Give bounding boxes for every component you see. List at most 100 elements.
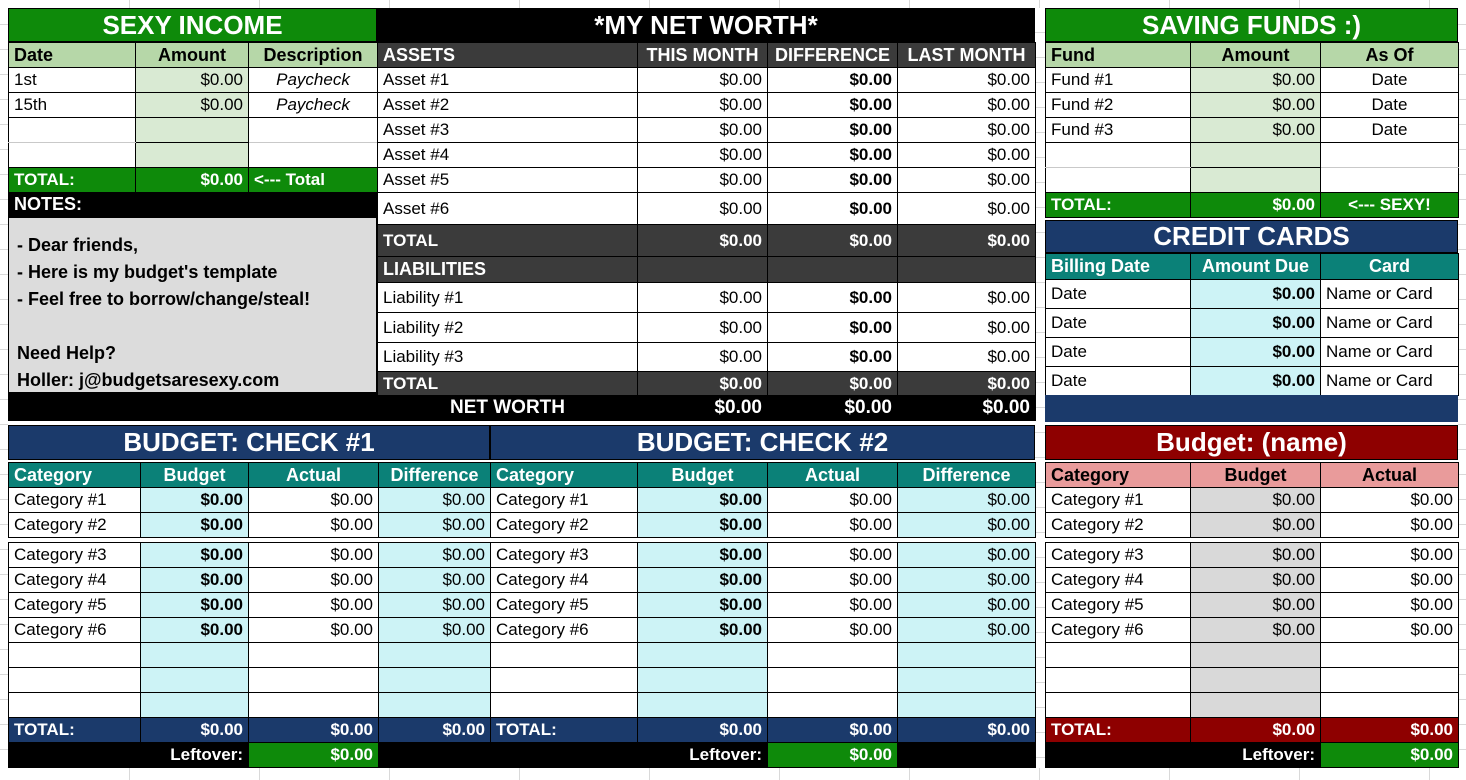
total-this-month[interactable]: $0.00 [637, 371, 768, 396]
cell-last-month[interactable]: $0.00 [897, 67, 1036, 93]
cell-fund[interactable] [1045, 167, 1191, 193]
cell-as-of[interactable]: Date [1320, 117, 1459, 143]
cell-difference[interactable]: $0.00 [767, 312, 898, 343]
cell-actual[interactable]: $0.00 [248, 617, 379, 643]
cell-this-month[interactable]: $0.00 [637, 282, 768, 313]
cell-difference[interactable]: $0.00 [897, 592, 1036, 618]
cell-this-month[interactable]: $0.00 [637, 117, 768, 143]
cell-card[interactable]: Name or Card [1320, 279, 1459, 309]
networth-difference[interactable]: $0.00 [767, 395, 898, 421]
cell-difference[interactable]: $0.00 [378, 592, 491, 618]
cell-amount[interactable] [1190, 142, 1321, 168]
total-amount[interactable]: $0.00 [1190, 192, 1321, 218]
cell-actual[interactable]: $0.00 [767, 512, 898, 538]
cell-difference[interactable]: $0.00 [767, 282, 898, 313]
cell-billing-date[interactable]: Date [1045, 337, 1191, 367]
total-difference[interactable]: $0.00 [897, 717, 1036, 743]
cell-as-of[interactable]: Date [1320, 67, 1459, 93]
cell-difference[interactable] [897, 692, 1036, 718]
cell-category[interactable] [490, 692, 638, 718]
cell-difference[interactable] [378, 692, 491, 718]
cell-budget[interactable] [140, 642, 249, 668]
cell-this-month[interactable]: $0.00 [637, 312, 768, 343]
cell-budget[interactable]: $0.00 [637, 617, 768, 643]
cell-date[interactable] [8, 142, 136, 168]
total-last-month[interactable]: $0.00 [897, 371, 1036, 396]
cell-this-month[interactable]: $0.00 [637, 342, 768, 372]
cell-asset-label[interactable]: Asset #3 [377, 117, 638, 143]
cell-actual[interactable]: $0.00 [767, 542, 898, 568]
cell-asset-label[interactable]: Asset #5 [377, 167, 638, 193]
cell-as-of[interactable] [1320, 167, 1459, 193]
cell-description[interactable] [248, 117, 378, 143]
cell-difference[interactable]: $0.00 [897, 542, 1036, 568]
cell-budget[interactable] [140, 667, 249, 693]
total-difference[interactable]: $0.00 [378, 717, 491, 743]
cell-category[interactable] [8, 692, 141, 718]
cell-last-month[interactable]: $0.00 [897, 92, 1036, 118]
cell-amount[interactable]: $0.00 [135, 92, 249, 118]
cell-actual[interactable] [248, 692, 379, 718]
cell-difference[interactable]: $0.00 [767, 117, 898, 143]
cell-actual[interactable]: $0.00 [1320, 592, 1459, 618]
cell-actual[interactable]: $0.00 [767, 487, 898, 513]
cell-category[interactable] [1045, 642, 1191, 668]
cell-this-month[interactable]: $0.00 [637, 167, 768, 193]
cell-amount-due[interactable]: $0.00 [1190, 366, 1321, 396]
cell-difference[interactable]: $0.00 [897, 487, 1036, 513]
total-amount[interactable]: $0.00 [135, 167, 249, 193]
cell-category[interactable]: Category #1 [490, 487, 638, 513]
cell-this-month[interactable]: $0.00 [637, 92, 768, 118]
total-actual[interactable]: $0.00 [767, 717, 898, 743]
cell-actual[interactable] [1320, 667, 1459, 693]
cell-category[interactable] [8, 642, 141, 668]
cell-billing-date[interactable]: Date [1045, 279, 1191, 309]
leftover-amount[interactable]: $0.00 [767, 742, 898, 768]
cell-difference[interactable]: $0.00 [378, 542, 491, 568]
cell-difference[interactable]: $0.00 [767, 192, 898, 225]
cell-category[interactable] [8, 667, 141, 693]
cell-date[interactable]: 1st [8, 67, 136, 93]
cell-category[interactable]: Category #4 [490, 567, 638, 593]
cell-actual[interactable] [767, 642, 898, 668]
cell-difference[interactable]: $0.00 [897, 617, 1036, 643]
cell-budget[interactable]: $0.00 [1190, 542, 1321, 568]
cell-fund[interactable] [1045, 142, 1191, 168]
cell-budget[interactable] [637, 642, 768, 668]
cell-description[interactable]: Paycheck [248, 67, 378, 93]
cell-difference[interactable]: $0.00 [378, 512, 491, 538]
cell-date[interactable]: 15th [8, 92, 136, 118]
cell-difference[interactable]: $0.00 [767, 167, 898, 193]
cell-category[interactable]: Category #2 [490, 512, 638, 538]
cell-category[interactable]: Category #5 [1045, 592, 1191, 618]
cell-budget[interactable]: $0.00 [637, 542, 768, 568]
cell-category[interactable]: Category #4 [8, 567, 141, 593]
cell-budget[interactable]: $0.00 [140, 487, 249, 513]
cell-category[interactable]: Category #2 [1045, 512, 1191, 538]
cell-asset-label[interactable]: Asset #1 [377, 67, 638, 93]
cell-category[interactable] [490, 667, 638, 693]
cell-budget[interactable]: $0.00 [140, 592, 249, 618]
cell-amount-due[interactable]: $0.00 [1190, 337, 1321, 367]
cell-budget[interactable] [637, 692, 768, 718]
cell-actual[interactable]: $0.00 [1320, 542, 1459, 568]
cell-actual[interactable]: $0.00 [767, 617, 898, 643]
cell-card[interactable]: Name or Card [1320, 308, 1459, 338]
cell-category[interactable]: Category #1 [1045, 487, 1191, 513]
cell-budget[interactable] [1190, 667, 1321, 693]
cell-liability-label[interactable]: Liability #1 [377, 282, 638, 313]
cell-actual[interactable]: $0.00 [248, 567, 379, 593]
cell-last-month[interactable]: $0.00 [897, 167, 1036, 193]
cell-description[interactable]: Paycheck [248, 92, 378, 118]
cell-amount-due[interactable]: $0.00 [1190, 308, 1321, 338]
total-budget[interactable]: $0.00 [1190, 717, 1321, 743]
cell-budget[interactable]: $0.00 [637, 592, 768, 618]
leftover-amount[interactable]: $0.00 [248, 742, 379, 768]
total-last-month[interactable]: $0.00 [897, 224, 1036, 257]
cell-difference[interactable] [897, 667, 1036, 693]
cell-category[interactable]: Category #3 [490, 542, 638, 568]
cell-amount[interactable] [135, 142, 249, 168]
total-budget[interactable]: $0.00 [140, 717, 249, 743]
cell-category[interactable]: Category #5 [490, 592, 638, 618]
total-budget[interactable]: $0.00 [637, 717, 768, 743]
